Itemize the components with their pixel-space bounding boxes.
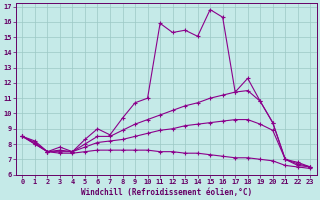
X-axis label: Windchill (Refroidissement éolien,°C): Windchill (Refroidissement éolien,°C) (81, 188, 252, 197)
